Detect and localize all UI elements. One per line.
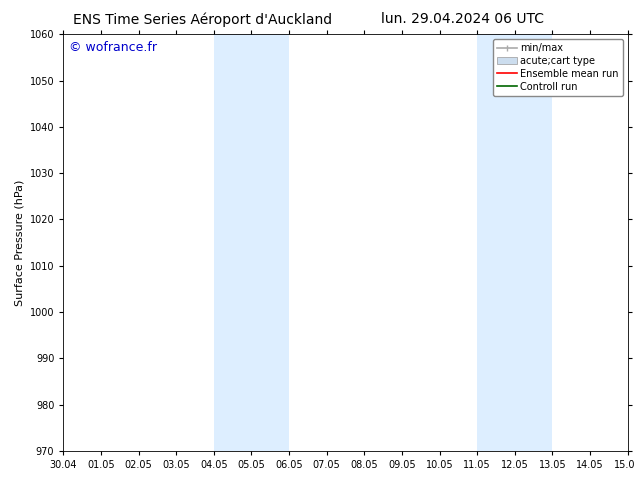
Bar — [252, 34, 289, 451]
Bar — [515, 34, 552, 451]
Bar — [477, 34, 515, 451]
Text: © wofrance.fr: © wofrance.fr — [69, 41, 157, 53]
Legend: min/max, acute;cart type, Ensemble mean run, Controll run: min/max, acute;cart type, Ensemble mean … — [493, 39, 623, 96]
Text: lun. 29.04.2024 06 UTC: lun. 29.04.2024 06 UTC — [381, 12, 545, 26]
Text: ENS Time Series Aéroport d'Auckland: ENS Time Series Aéroport d'Auckland — [74, 12, 332, 27]
Y-axis label: Surface Pressure (hPa): Surface Pressure (hPa) — [14, 179, 24, 306]
Bar — [214, 34, 252, 451]
